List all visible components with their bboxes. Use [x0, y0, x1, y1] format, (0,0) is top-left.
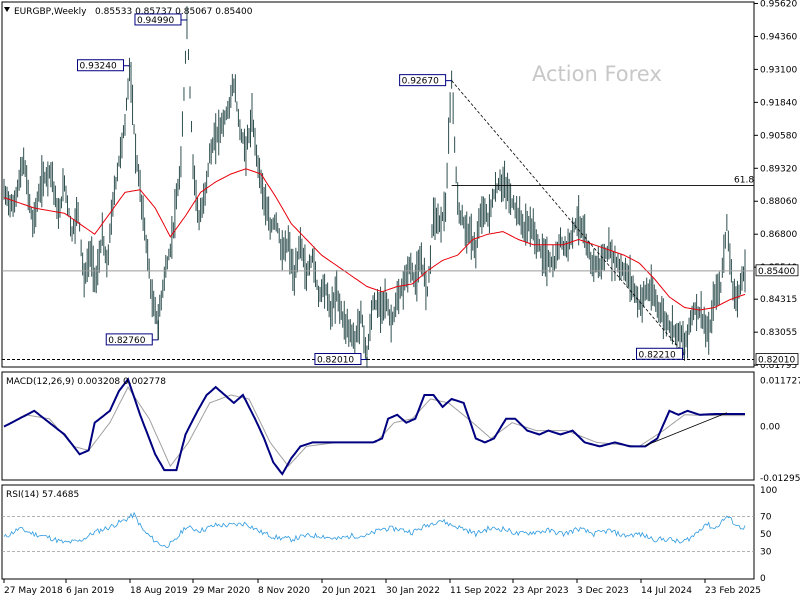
price-axis-label: 0.84315 [760, 295, 797, 305]
price-axis-label: 0.88060 [760, 197, 797, 207]
time-axis-label: 30 Jan 2022 [386, 586, 440, 596]
price-axis-label: 0.81795 [760, 361, 797, 371]
current-price-label: 0.85400 [758, 267, 795, 277]
ohlc-readout: 0.85533 0.85737 0.85067 0.85400 [95, 7, 253, 17]
macd-line [3, 377, 745, 476]
rsi-line [3, 511, 746, 549]
axis-layer: 0.95620 0.94360 0.93100 0.91840 0.90580 0.893… [3, 0, 800, 596]
time-axis-label: 23 Feb 2025 [705, 586, 761, 596]
time-axis-label: 27 May 2018 [4, 586, 63, 596]
rsi-axis-label: 100 [760, 486, 777, 496]
rsi-axis-label: 0 [760, 574, 766, 584]
price-panel-frame [1, 1, 755, 368]
time-axis-label: 11 Sep 2022 [450, 586, 507, 596]
time-axis-label: 20 Jun 2021 [322, 586, 376, 596]
symbol-label: EURGBP,Weekly [14, 7, 87, 17]
time-axis-label: 29 Mar 2020 [193, 586, 250, 596]
annotation-low-2019: 0.82760 [108, 336, 145, 346]
macd-axis-label: 0.00 [760, 423, 780, 433]
collapse-icon[interactable] [4, 7, 10, 12]
price-axis-label: 0.94360 [760, 32, 797, 42]
macd-panel-frame [1, 371, 755, 481]
moving-average-line [3, 168, 746, 311]
rsi-title: RSI(14) 57.4685 [6, 490, 79, 500]
price-axis-label: 0.89320 [760, 164, 797, 174]
macd-title: MACD(12,26,9) 0.003208 0.002778 [6, 377, 166, 387]
rsi-axis-label: 50 [760, 530, 772, 540]
macd-axis-label: 0.011727 [760, 376, 800, 386]
rsi-axis-label: 70 [760, 512, 772, 522]
annotation-high-2020: 0.94990 [137, 16, 174, 26]
rsi-layer [2, 511, 754, 552]
time-axis-label: 6 Jan 2019 [66, 586, 114, 596]
price-axis-label: 0.90580 [760, 131, 797, 141]
rsi-axis-label: 30 [760, 548, 772, 558]
annotation-low-2024: 0.82210 [639, 350, 676, 360]
annotation-low-2022: 0.82010 [317, 356, 354, 366]
annotation-high-2019: 0.93240 [80, 62, 117, 72]
time-axis-label: 3 Dec 2023 [577, 586, 629, 596]
support-price-tag [755, 353, 799, 365]
time-axis-label: 8 Nov 2020 [258, 586, 310, 596]
time-axis-label: 23 Apr 2023 [513, 586, 569, 596]
price-axis-label: 0.95620 [760, 0, 797, 9]
price-axis-label: 0.86800 [760, 230, 797, 240]
time-axis-label: 18 Aug 2019 [130, 586, 188, 596]
price-layer: 61.8 0.94990 0.93240 0.92670 0.82760 0.82010 0… [2, 6, 754, 368]
annotation-high-2020-box [134, 13, 182, 26]
annotation-high-2022: 0.92670 [402, 77, 439, 87]
price-axis-label: 0.83055 [760, 328, 797, 338]
macd-layer [3, 377, 745, 476]
watermark: Action Forex [532, 62, 662, 86]
time-axis-label: 14 Jul 2024 [641, 586, 692, 596]
price-axis-label: 0.91840 [760, 98, 797, 108]
price-axis-label: 0.93100 [760, 65, 797, 75]
fib-61-8-label: 61.8 [734, 176, 754, 186]
rsi-panel-frame [1, 484, 755, 580]
support-price-label: 0.82010 [758, 356, 795, 366]
current-price-tag [755, 264, 799, 277]
macd-trend-line [645, 412, 728, 446]
